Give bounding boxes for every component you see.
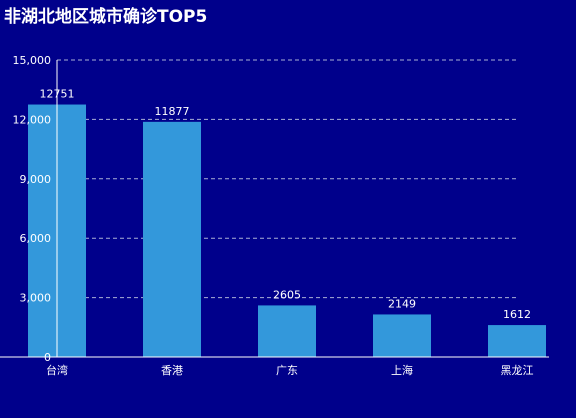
chart-title: 非湖北地区城市确诊TOP5 [4, 7, 208, 27]
y-tick-label: 12,000 [13, 113, 52, 126]
x-tick-label: 黑龙江 [501, 364, 534, 377]
y-tick-label: 15,000 [13, 54, 52, 67]
bar [143, 121, 201, 357]
x-tick-label: 上海 [391, 363, 413, 377]
value-labels: 12751 11877 2605 2149 1612 [40, 88, 532, 322]
bar [373, 314, 431, 357]
grid-lines [57, 59, 519, 299]
axes [0, 60, 549, 358]
y-tick-labels: 0 3,000 6,000 9,000 12,000 15,000 [13, 54, 52, 364]
bar [258, 305, 316, 357]
data-label: 11877 [155, 105, 190, 118]
y-tick-label: 6,000 [20, 232, 52, 245]
x-tick-label: 广东 [276, 364, 298, 377]
bar [488, 325, 546, 357]
data-label: 2605 [273, 288, 301, 301]
y-tick-label: 3,000 [20, 292, 52, 305]
data-label: 1612 [503, 308, 531, 321]
x-tick-label: 台湾 [46, 363, 68, 377]
data-label: 12751 [40, 88, 75, 101]
y-tick-label: 9,000 [20, 173, 52, 186]
bars [28, 104, 546, 357]
x-tick-label: 香港 [161, 364, 183, 377]
x-tick-labels: 台湾 香港 广东 上海 黑龙江 [46, 363, 534, 377]
data-label: 2149 [388, 297, 416, 310]
y-tick-label: 0 [44, 351, 51, 364]
